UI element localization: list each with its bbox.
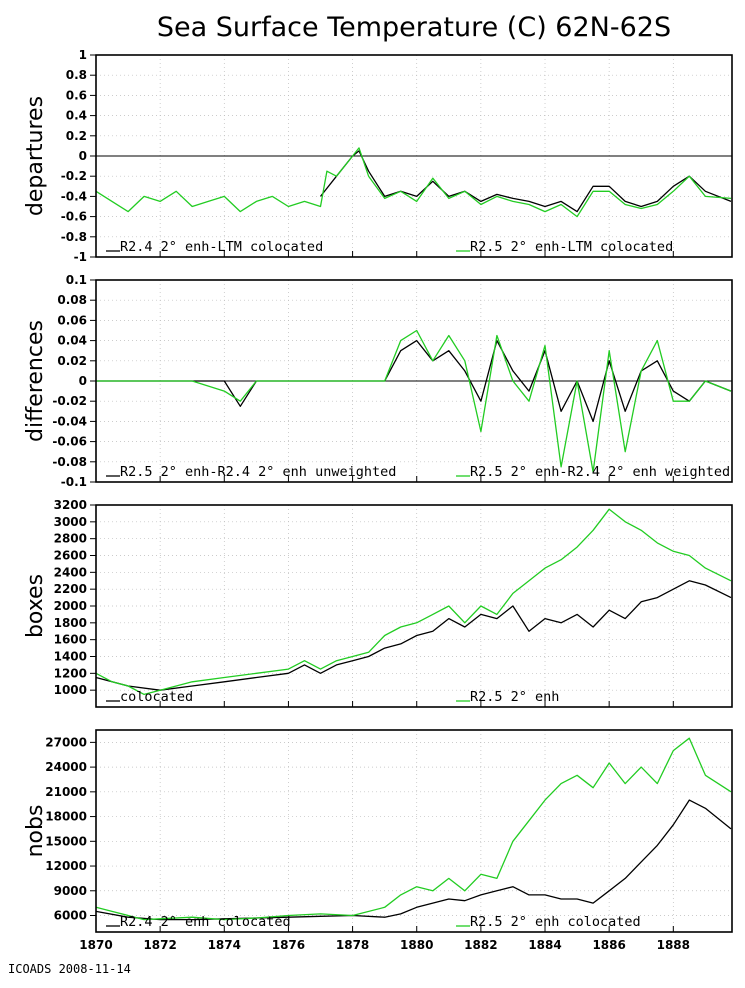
panel-nobs: 27000 24000 21000 18000 15000 12000 9000 6000 no…	[23, 729, 733, 933]
x-tick-label: 1880	[400, 938, 433, 952]
y-tick-label: 1400	[54, 650, 87, 664]
series-line-green	[95, 508, 732, 696]
y-tick-label: 0.08	[57, 293, 87, 307]
y-tick-label: 0.02	[57, 354, 87, 368]
y-tick-label: 0	[79, 374, 87, 388]
y-tick-label: 15000	[45, 834, 87, 848]
y-tick-label: 12000	[45, 859, 87, 873]
plot-frame	[95, 504, 733, 708]
y-tick-label: -0.1	[61, 475, 87, 489]
x-tick-label: 1872	[143, 938, 176, 952]
panel-departures: 1 0.8 0.6 0.4 0.2 0 -0.2 -0.4 -0.6 -0.8 -1 departur…	[23, 48, 733, 264]
y-tick-label: 24000	[45, 760, 87, 774]
y-tick-label: 0	[79, 149, 87, 163]
chart-footer: ICOADS 2008-11-14	[8, 962, 131, 976]
legend-label: R2.5 2° enh-R2.4 2° enh unweighted	[120, 464, 396, 480]
y-tick-label: -0.4	[61, 189, 87, 203]
series-line-green	[95, 147, 732, 218]
y-axis-label: differences	[23, 320, 48, 442]
y-tick-label: 2400	[54, 565, 87, 579]
y-tick-label: 2800	[54, 532, 87, 546]
y-tick-label: 1000	[54, 683, 87, 697]
x-tick-label: 1874	[208, 938, 241, 952]
series-line-green	[95, 737, 732, 921]
plot-frame	[95, 279, 733, 483]
series-line-black	[95, 799, 732, 921]
y-tick-label: 1	[79, 48, 87, 62]
y-tick-label: 1800	[54, 616, 87, 630]
plot-frame	[95, 729, 733, 933]
series-line-black	[95, 580, 732, 691]
x-tick-label: 1886	[592, 938, 625, 952]
y-tick-label: 0.04	[57, 334, 87, 348]
series-line-black	[319, 150, 732, 213]
y-axis-label: departures	[23, 96, 48, 216]
y-tick-label: -0.2	[61, 169, 87, 183]
series-line-green	[96, 329, 732, 473]
panel-boxes: 3200 3000 2800 2600 2400 2200 2000 1800 1600 1400…	[23, 498, 733, 708]
plot-frame	[95, 54, 733, 258]
y-tick-label: 9000	[54, 884, 87, 898]
panel-differences: 0.1 0.08 0.06 0.04 0.02 0 -0.02 -0.04 -0.06 -0.08…	[23, 273, 733, 489]
y-tick-label: 1600	[54, 633, 87, 647]
chart-title: Sea Surface Temperature (C) 62N-62S	[157, 12, 671, 43]
y-tick-label: 0.6	[66, 88, 87, 102]
y-tick-label: -0.8	[61, 230, 87, 244]
y-axis-label: boxes	[23, 574, 48, 638]
x-tick-label: 1870	[79, 938, 112, 952]
legend-label: colocated	[120, 689, 193, 705]
y-tick-label: -0.08	[52, 455, 87, 469]
y-tick-label: 6000	[54, 909, 87, 923]
y-tick-label: 27000	[45, 735, 87, 749]
y-tick-label: -1	[74, 250, 87, 264]
legend-label: R2.5 2° enh-LTM colocated	[470, 239, 673, 255]
y-tick-label: 0.06	[57, 313, 87, 327]
y-tick-label: -0.02	[52, 394, 87, 408]
y-tick-label: 0.8	[66, 68, 87, 82]
y-tick-label: 0.2	[66, 129, 87, 143]
x-tick-label: 1878	[336, 938, 369, 952]
y-tick-label: 18000	[45, 810, 87, 824]
legend-label: R2.4 2° enh colocated	[120, 914, 291, 930]
y-axis-label: nobs	[23, 805, 48, 858]
y-tick-label: 2200	[54, 582, 87, 596]
y-tick-label: 3000	[54, 515, 87, 529]
y-tick-label: 0.4	[66, 109, 87, 123]
x-tick-label: 1882	[464, 938, 497, 952]
x-tick-label: 1876	[272, 938, 305, 952]
y-tick-label: 21000	[45, 785, 87, 799]
legend-label: R2.4 2° enh-LTM colocated	[120, 239, 323, 255]
y-tick-label: -0.04	[52, 414, 87, 428]
legend-label: R2.5 2° enh colocated	[470, 914, 641, 930]
y-tick-label: 0.1	[66, 273, 87, 287]
y-tick-label: -0.06	[52, 435, 87, 449]
y-tick-label: -0.6	[61, 210, 87, 224]
x-tick-label: 1888	[657, 938, 690, 952]
y-tick-label: 3200	[54, 498, 87, 512]
y-tick-label: 2600	[54, 549, 87, 563]
y-tick-label: 1200	[54, 666, 87, 680]
legend-label: R2.5 2° enh-R2.4 2° enh weighted	[470, 464, 730, 480]
x-tick-label: 1884	[528, 938, 561, 952]
y-tick-label: 2000	[54, 599, 87, 613]
legend-label: R2.5 2° enh	[470, 689, 559, 705]
series-line-black	[96, 339, 732, 423]
